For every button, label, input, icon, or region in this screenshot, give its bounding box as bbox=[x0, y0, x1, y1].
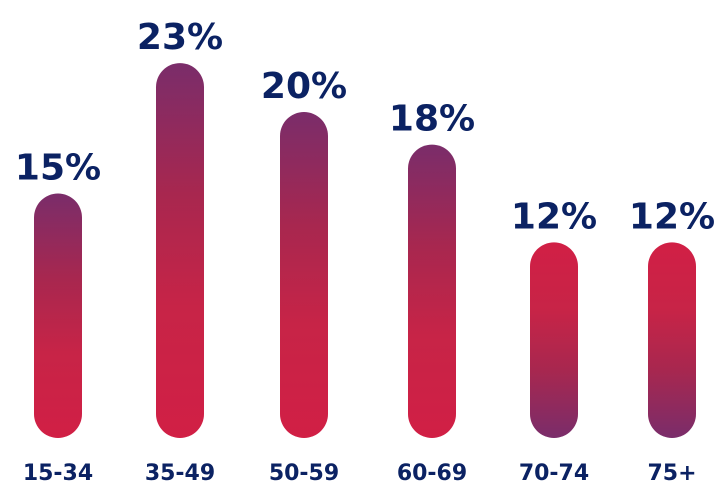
bar-50-59 bbox=[280, 112, 328, 438]
bar-60-69 bbox=[408, 144, 456, 438]
bar-75+ bbox=[648, 242, 696, 438]
value-label-15-34: 15% bbox=[15, 148, 101, 189]
bar-15-34 bbox=[34, 193, 82, 438]
category-label-35-49: 35-49 bbox=[145, 461, 215, 486]
value-label-60-69: 18% bbox=[389, 99, 475, 140]
value-label-75+: 12% bbox=[629, 196, 715, 237]
bar-35-49 bbox=[156, 63, 204, 438]
category-label-15-34: 15-34 bbox=[23, 461, 93, 486]
category-axis-labels: 15-34 35-49 50-59 60-69 70-74 75+ bbox=[23, 461, 697, 486]
category-label-60-69: 60-69 bbox=[397, 461, 467, 486]
value-label-70-74: 12% bbox=[511, 196, 597, 237]
category-label-50-59: 50-59 bbox=[269, 461, 339, 486]
category-label-75+: 75+ bbox=[647, 461, 696, 486]
category-label-70-74: 70-74 bbox=[519, 461, 589, 486]
value-label-50-59: 20% bbox=[261, 66, 347, 107]
bars-group bbox=[34, 63, 696, 438]
value-label-35-49: 23% bbox=[137, 17, 223, 58]
value-labels-group: 15% 23% 20% 18% 12% 12% bbox=[15, 17, 715, 237]
bar-70-74 bbox=[530, 242, 578, 438]
